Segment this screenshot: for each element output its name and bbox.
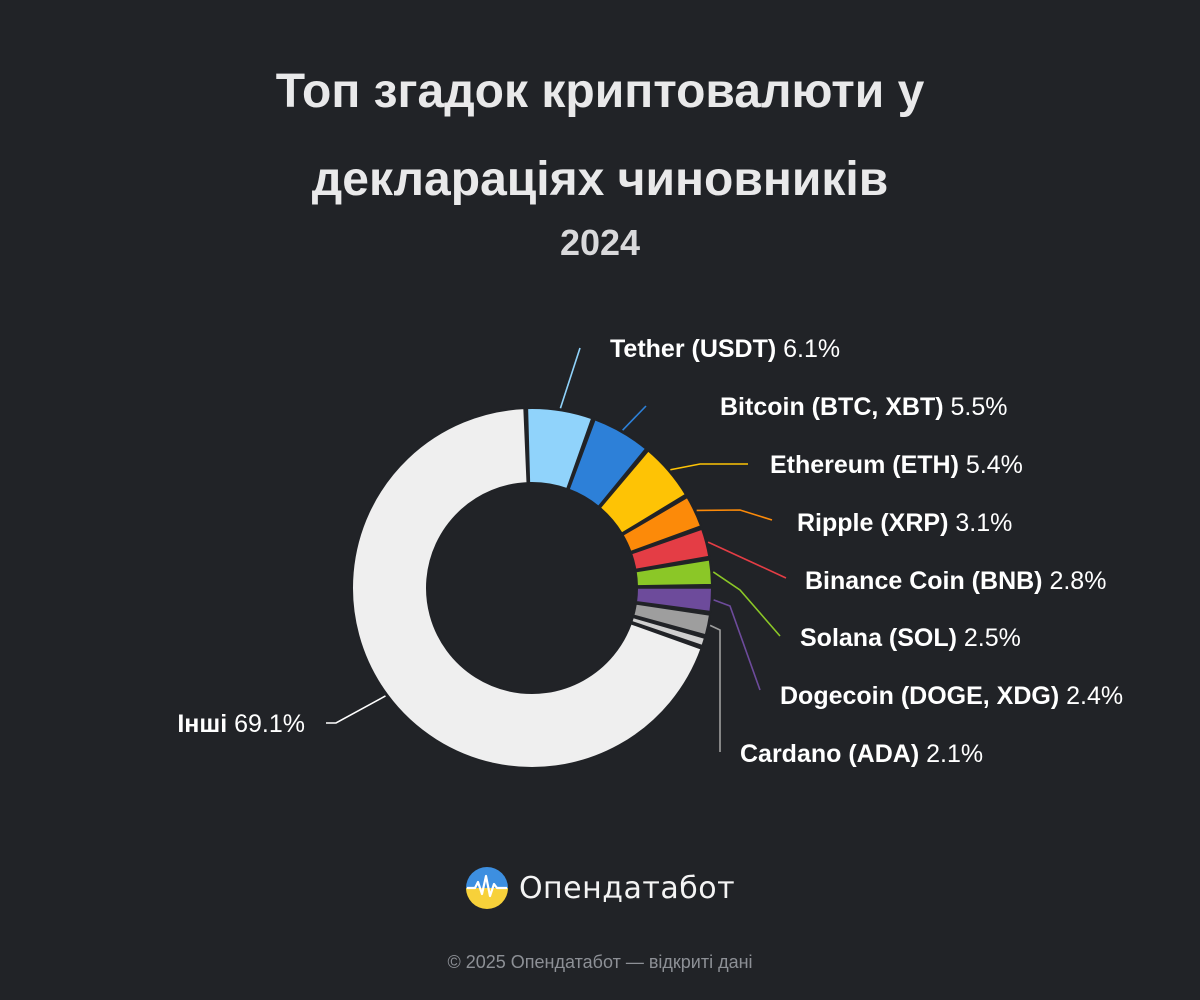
slice-labels: Tether (USDT) 6.1% Bitcoin (BTC, XBT) 5.5… <box>177 335 1123 768</box>
label-ripple-xrp: Ripple (XRP) 3.1% <box>797 509 1012 537</box>
label-name-ethereum-eth: Ethereum (ETH) <box>770 451 966 479</box>
slice-binance-coin-bnb <box>630 527 711 571</box>
label-value-ripple-xrp: 3.1% <box>955 509 1012 537</box>
label-ethereum-eth: Ethereum (ETH) 5.4% <box>770 451 1023 479</box>
leader-line-dogecoin-doge-xdg <box>713 599 761 691</box>
label-name-tether-usdt: Tether (USDT) <box>610 335 783 363</box>
slice-ripple-xrp <box>621 496 703 553</box>
label-name-bitcoin-btc-xbt: Bitcoin (BTC, XBT) <box>720 393 951 421</box>
leader-line-ripple-xrp <box>696 509 773 521</box>
opendatabot-logo-icon <box>465 867 508 909</box>
label-value-ethereum-eth: 5.4% <box>966 451 1023 479</box>
chart-subtitle: 2024 <box>559 222 641 263</box>
slice-bitcoin-btc-xbt <box>567 418 648 508</box>
leader-lines <box>326 347 787 752</box>
donut-slices <box>351 407 714 769</box>
label-solana-sol: Solana (SOL) 2.5% <box>800 624 1021 652</box>
label-value-інші: 69.1% <box>234 710 305 738</box>
label-tether-usdt: Tether (USDT) 6.1% <box>610 335 840 363</box>
copyright-text: © 2025 Опендатабот — відкриті дані <box>447 952 753 972</box>
label-cardano-ada: Cardano (ADA) 2.1% <box>740 740 983 768</box>
label-bitcoin-btc-xbt: Bitcoin (BTC, XBT) 5.5% <box>720 393 1008 421</box>
slice-ethereum-eth <box>598 449 687 535</box>
label-name-cardano-ada: Cardano (ADA) <box>740 740 926 768</box>
brand-name: Опендатабот <box>518 870 736 906</box>
title-line-1: Топ згадок криптовалюти у <box>275 65 925 118</box>
brand-logo-block: Опендатабот <box>0 866 1200 910</box>
label-value-solana-sol: 2.5% <box>964 624 1021 652</box>
label-name-dogecoin-doge-xdg: Dogecoin (DOGE, XDG) <box>780 682 1066 710</box>
slice-інші <box>351 407 703 769</box>
leader-line-tether-usdt <box>559 347 581 409</box>
label-value-dogecoin-doge-xdg: 2.4% <box>1066 682 1123 710</box>
slice-solana-sol <box>634 558 713 588</box>
leader-line-bitcoin-btc-xbt <box>622 405 647 431</box>
label-binance-coin-bnb: Binance Coin (BNB) 2.8% <box>805 567 1106 595</box>
slice-cardano-ada <box>632 602 712 637</box>
leader-line-solana-sol <box>712 571 781 637</box>
label-name-binance-coin-bnb: Binance Coin (BNB) <box>805 567 1049 595</box>
label-dogecoin-doge-xdg: Dogecoin (DOGE, XDG) 2.4% <box>780 682 1123 710</box>
chart-title: Топ згадок криптовалюти у деклараціях чи… <box>0 48 1200 224</box>
slice-dogecoin-doge-xdg <box>635 586 714 613</box>
slice-unlabeled <box>630 616 706 647</box>
label-name-ripple-xrp: Ripple (XRP) <box>797 509 955 537</box>
leader-line-ethereum-eth <box>670 463 748 471</box>
slice-tether-usdt <box>526 407 594 491</box>
label-value-cardano-ada: 2.1% <box>926 740 983 768</box>
label-інші: Інші 69.1% <box>177 710 305 738</box>
label-value-bitcoin-btc-xbt: 5.5% <box>951 393 1008 421</box>
label-name-solana-sol: Solana (SOL) <box>800 624 964 652</box>
label-value-tether-usdt: 6.1% <box>783 335 840 363</box>
leader-line-cardano-ada <box>709 624 721 752</box>
leader-line-інші <box>326 695 386 724</box>
label-name-інші: Інші <box>177 710 234 738</box>
title-line-2: деклараціях чиновників <box>311 153 889 206</box>
leader-line-binance-coin-bnb <box>707 541 787 579</box>
label-value-binance-coin-bnb: 2.8% <box>1049 567 1106 595</box>
